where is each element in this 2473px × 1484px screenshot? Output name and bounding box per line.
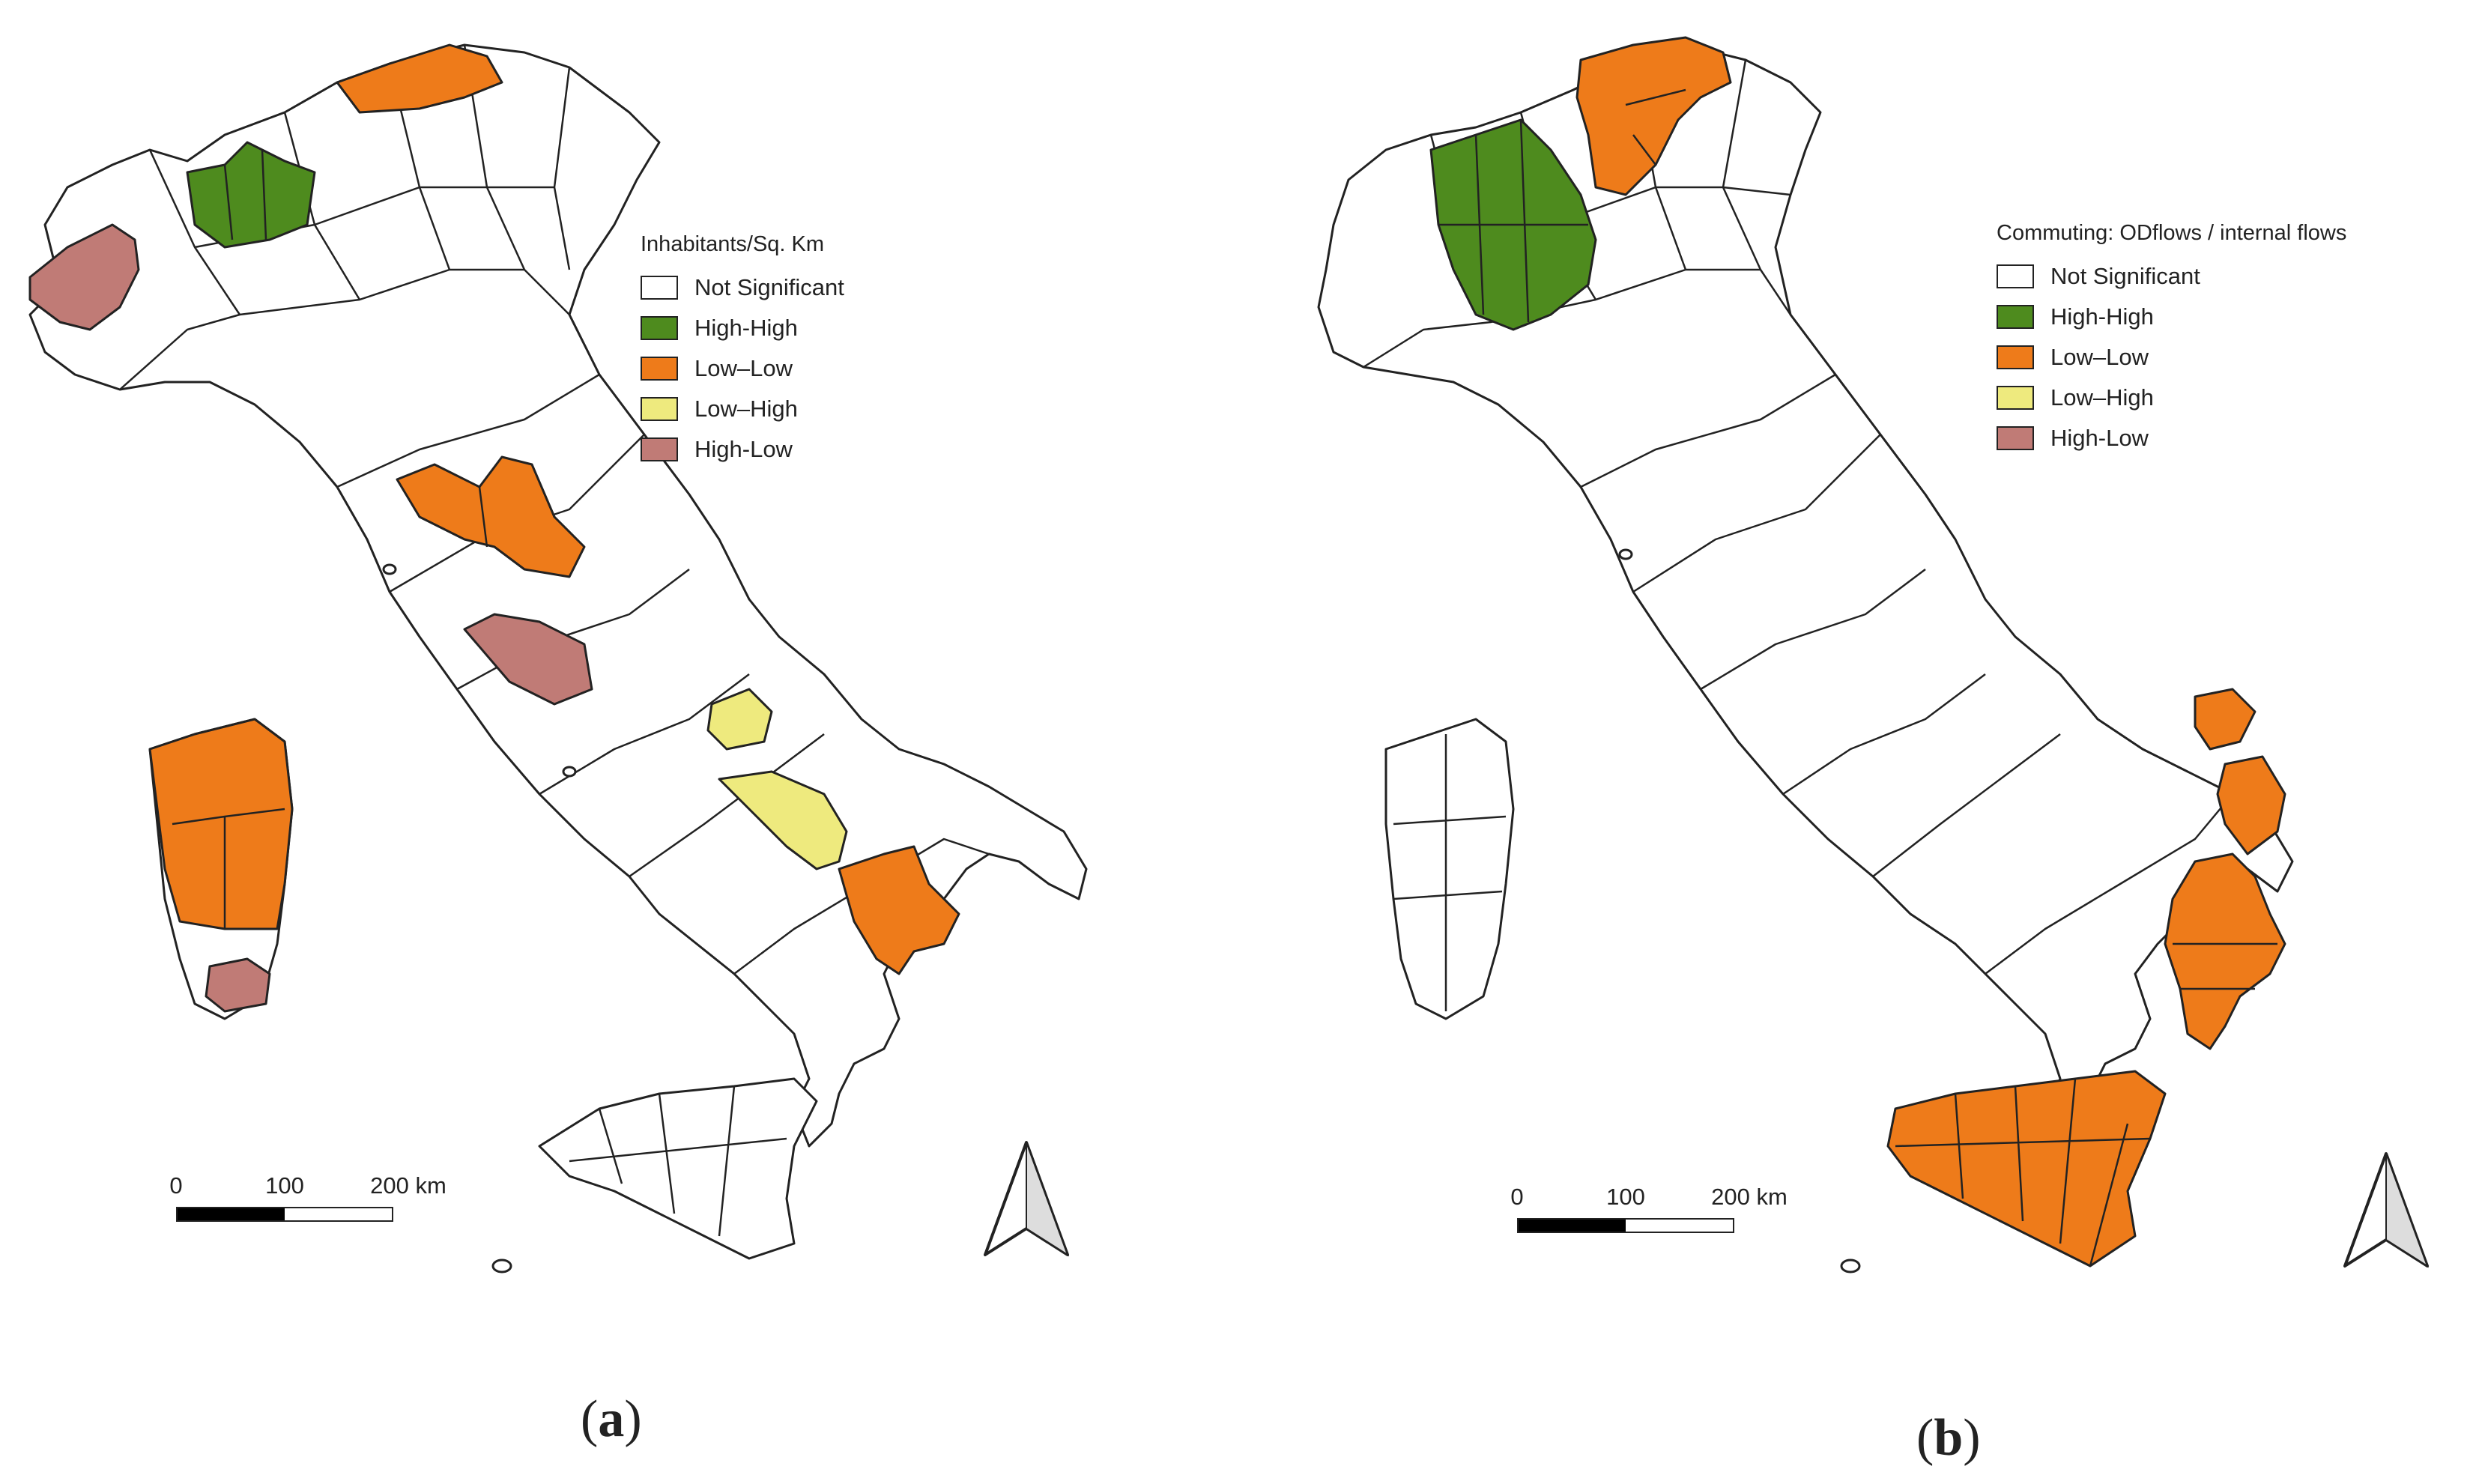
panel-label-b: (b) <box>1916 1409 1981 1467</box>
legend-item-high-low: High-Low <box>641 429 844 470</box>
swatch-low-low <box>1997 345 2034 369</box>
region-low-high-a1 <box>706 688 773 751</box>
region-low-low-b3 <box>2216 755 2286 855</box>
region-low-low-b2 <box>2194 688 2256 751</box>
scale-ticks: 0 100 200 km <box>1510 1184 1787 1214</box>
swatch-not-significant <box>1997 264 2034 288</box>
scale-tick-0: 0 <box>1510 1184 1524 1210</box>
scale-bar-graphic <box>1517 1218 1734 1233</box>
map-panel-a: Inhabitants/Sq. Km Not Significant High-… <box>0 0 1236 1484</box>
map-panel-b: Commuting: ODflows / internal flows Not … <box>1236 0 2473 1484</box>
legend-label: Not Significant <box>694 274 844 300</box>
scale-segment-black <box>1519 1220 1626 1232</box>
legend-label: High-Low <box>2050 425 2149 451</box>
legend-label: High-Low <box>694 436 793 462</box>
swatch-high-high <box>641 316 678 340</box>
region-low-low-a4 <box>148 718 294 930</box>
legend-label: High-High <box>2050 303 2154 330</box>
north-arrow-icon <box>984 1141 1069 1257</box>
scale-bar-b: 0 100 200 km <box>1510 1184 1788 1233</box>
legend-label: Low–Low <box>694 355 793 381</box>
scale-bar-graphic <box>176 1207 393 1222</box>
region-low-low-a3 <box>838 845 960 975</box>
scale-segment-white <box>285 1208 392 1220</box>
region-mainland <box>28 43 1088 1148</box>
region-high-high-a <box>186 141 316 249</box>
legend-label: Low–High <box>2050 384 2154 411</box>
legend-item-not-significant: Not Significant <box>641 267 844 308</box>
legend-label: Not Significant <box>2050 263 2200 289</box>
swatch-high-low <box>641 437 678 461</box>
region-low-low-b4 <box>2164 852 2286 1050</box>
legend-label: Low–Low <box>2050 344 2149 370</box>
legend-label: High-High <box>694 315 798 341</box>
panel-label-a: (a) <box>581 1390 642 1448</box>
legend-item-low-low: Low–Low <box>641 348 844 389</box>
legend-item-high-high: High-High <box>1997 297 2346 337</box>
legend-title: Inhabitants/Sq. Km <box>641 232 825 256</box>
legend-item-high-high: High-High <box>641 308 844 348</box>
swatch-not-significant <box>641 276 678 300</box>
italy-map-b <box>1317 36 2294 1273</box>
north-arrow-icon <box>2343 1152 2429 1268</box>
region-high-low-a1 <box>28 223 140 331</box>
legend-item-not-significant: Not Significant <box>1997 256 2346 297</box>
region-low-low-b5 <box>1886 1070 2167 1268</box>
legend-item-low-low: Low–Low <box>1997 337 2346 378</box>
legend-item-high-low: High-Low <box>1997 418 2346 458</box>
legend-title: Commuting: ODflows / internal flows <box>1997 221 2347 245</box>
scale-tick-100: 100 <box>265 1172 304 1199</box>
scale-tick-0: 0 <box>169 1172 183 1199</box>
region-low-high-a2 <box>718 770 848 870</box>
region-high-low-a3 <box>205 957 271 1013</box>
legend-item-low-high: Low–High <box>1997 378 2346 418</box>
region-high-low-a2 <box>463 613 593 706</box>
scale-ticks: 0 100 200 km <box>169 1172 446 1202</box>
region-sardinia <box>1384 718 1515 1020</box>
scale-tick-200: 200 km <box>370 1172 447 1199</box>
legend-item-low-high: Low–High <box>641 389 844 429</box>
legend-a: Inhabitants/Sq. Km Not Significant High-… <box>641 232 844 470</box>
scale-bar-a: 0 100 200 km <box>169 1172 447 1222</box>
region-low-low-b1 <box>1575 36 1732 196</box>
swatch-high-low <box>1997 426 2034 450</box>
swatch-low-low <box>641 357 678 381</box>
region-low-low-a1 <box>336 43 503 114</box>
legend-b: Commuting: ODflows / internal flows Not … <box>1997 221 2346 458</box>
scale-tick-200: 200 km <box>1711 1184 1788 1210</box>
legend-label: Low–High <box>694 396 798 422</box>
swatch-high-high <box>1997 305 2034 329</box>
scale-segment-black <box>178 1208 285 1220</box>
region-sicily <box>538 1077 818 1260</box>
scale-tick-100: 100 <box>1606 1184 1645 1210</box>
swatch-low-high <box>641 397 678 421</box>
scale-segment-white <box>1626 1220 1733 1232</box>
italy-map-a <box>28 43 1088 1273</box>
swatch-low-high <box>1997 386 2034 410</box>
region-mainland <box>1317 43 2294 1148</box>
